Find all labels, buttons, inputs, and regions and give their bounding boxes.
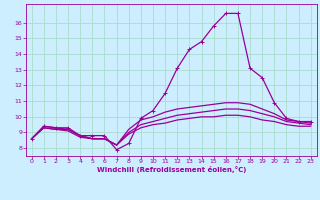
- X-axis label: Windchill (Refroidissement éolien,°C): Windchill (Refroidissement éolien,°C): [97, 166, 246, 173]
